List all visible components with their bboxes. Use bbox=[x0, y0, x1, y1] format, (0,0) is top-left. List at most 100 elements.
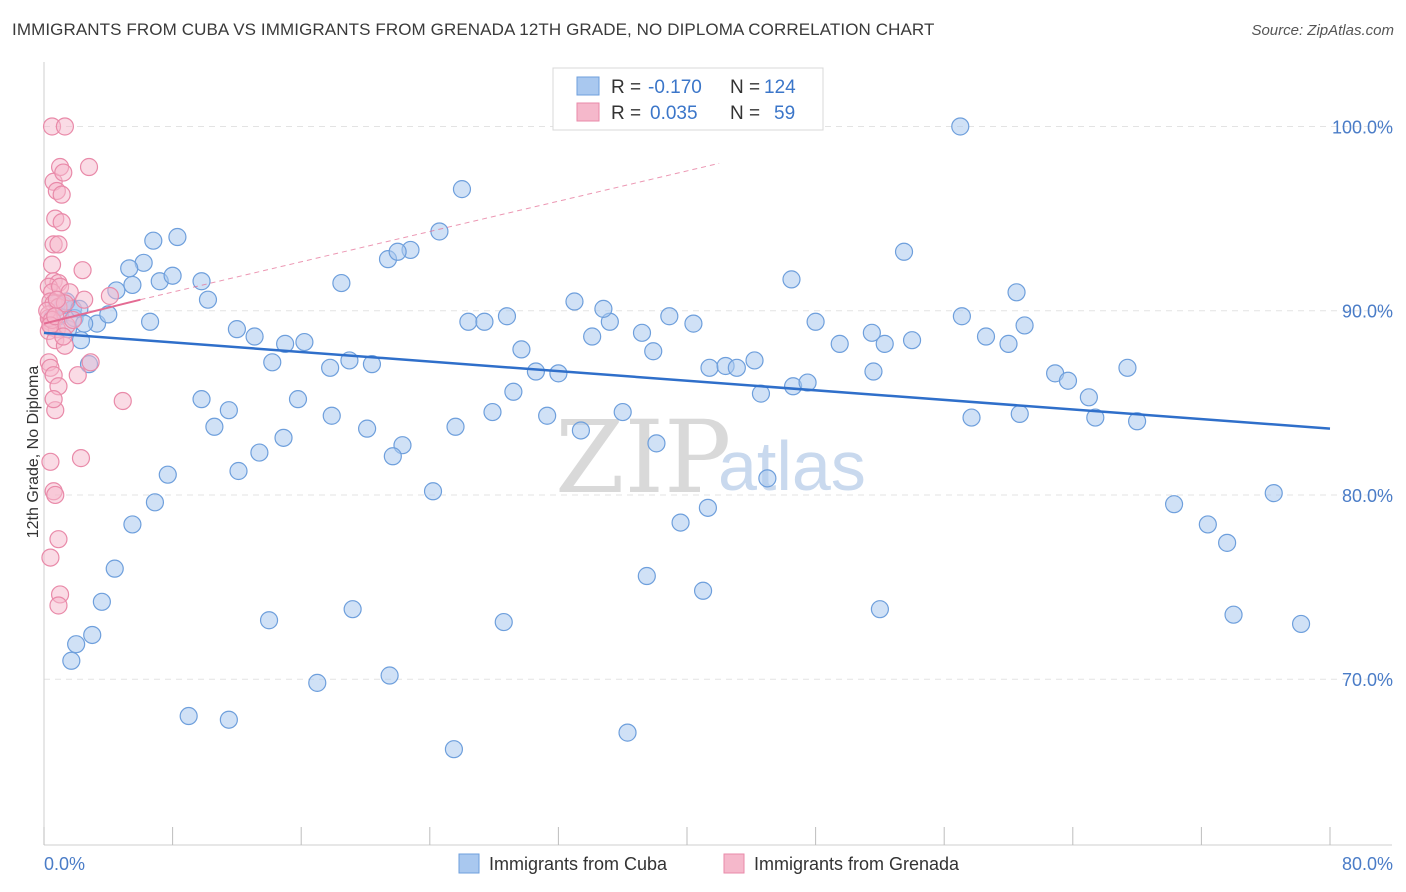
point-grenada bbox=[73, 261, 92, 280]
axes bbox=[43, 62, 1392, 846]
point-cuba bbox=[637, 566, 656, 586]
point-cuba bbox=[1007, 283, 1026, 302]
point-cuba bbox=[144, 231, 163, 250]
point-cuba bbox=[727, 358, 746, 377]
watermark: ZIP atlas bbox=[555, 399, 866, 516]
point-cuba bbox=[245, 327, 264, 346]
point-cuba bbox=[571, 421, 591, 440]
point-cuba bbox=[383, 447, 402, 466]
point-cuba bbox=[123, 515, 142, 534]
point-grenada bbox=[100, 286, 120, 306]
point-grenada bbox=[44, 390, 63, 409]
point-cuba bbox=[229, 461, 248, 481]
point-cuba bbox=[388, 242, 407, 261]
point-cuba bbox=[358, 419, 377, 438]
legend: R = -0.170 N = 124 R = 0.035 N = 59 bbox=[552, 67, 824, 131]
point-cuba bbox=[952, 307, 971, 326]
point-cuba bbox=[179, 706, 198, 726]
point-cuba bbox=[1224, 605, 1243, 624]
gridlines bbox=[44, 125, 1392, 680]
point-cuba bbox=[1218, 533, 1237, 552]
point-cuba bbox=[168, 227, 187, 247]
point-cuba bbox=[618, 723, 637, 742]
point-cuba bbox=[497, 307, 517, 326]
point-cuba bbox=[430, 222, 449, 241]
point-cuba bbox=[198, 290, 218, 309]
point-grenada bbox=[42, 255, 62, 274]
point-cuba bbox=[274, 428, 293, 447]
legend-n-label-cuba: N = bbox=[730, 77, 760, 98]
point-cuba bbox=[158, 465, 177, 484]
point-cuba bbox=[308, 673, 327, 692]
x-tick-labels: 0.0% 80.0% bbox=[44, 854, 1393, 874]
point-grenada bbox=[47, 290, 66, 309]
point-grenada bbox=[41, 548, 60, 567]
legend-n-label-grenada: N = bbox=[730, 103, 760, 124]
legend-n-value-grenada: 59 bbox=[774, 103, 795, 124]
y-tick-label: 70.0% bbox=[1342, 670, 1393, 690]
point-cuba bbox=[250, 443, 269, 462]
point-cuba bbox=[1291, 614, 1311, 634]
point-cuba bbox=[105, 559, 124, 578]
point-grenada bbox=[75, 290, 94, 309]
point-cuba bbox=[192, 272, 211, 291]
y-tick-label: 80.0% bbox=[1342, 486, 1393, 506]
y-tick-label: 100.0% bbox=[1332, 117, 1393, 137]
point-cuba bbox=[483, 402, 502, 422]
point-cuba bbox=[512, 340, 531, 359]
point-cuba bbox=[976, 327, 996, 346]
point-cuba bbox=[798, 373, 817, 392]
watermark-atlas: atlas bbox=[718, 427, 866, 505]
legend-r-value-cuba: -0.170 bbox=[648, 77, 702, 98]
point-grenada bbox=[55, 117, 74, 136]
point-cuba bbox=[288, 390, 308, 409]
point-grenada bbox=[54, 163, 73, 182]
point-grenada bbox=[41, 452, 60, 471]
point-cuba bbox=[594, 299, 613, 318]
point-cuba bbox=[140, 312, 160, 331]
point-cuba bbox=[276, 334, 295, 353]
point-cuba bbox=[145, 493, 165, 512]
point-cuba bbox=[549, 364, 568, 383]
point-cuba bbox=[227, 320, 246, 339]
point-cuba bbox=[92, 592, 111, 611]
point-cuba bbox=[120, 259, 139, 278]
point-grenada bbox=[71, 449, 91, 468]
point-grenada bbox=[49, 596, 68, 615]
point-cuba bbox=[459, 312, 478, 331]
point-cuba bbox=[693, 581, 713, 600]
point-grenada bbox=[54, 327, 73, 346]
point-cuba bbox=[322, 406, 341, 425]
y-axis-label: 12th Grade, No Diploma bbox=[25, 366, 42, 539]
point-cuba bbox=[504, 382, 523, 401]
point-grenada bbox=[79, 157, 99, 177]
point-cuba bbox=[380, 666, 399, 685]
point-cuba bbox=[644, 342, 663, 361]
point-cuba bbox=[332, 273, 351, 293]
point-cuba bbox=[259, 611, 279, 630]
point-cuba bbox=[1015, 316, 1034, 335]
point-cuba bbox=[1079, 388, 1098, 407]
point-cuba bbox=[647, 434, 666, 453]
point-cuba bbox=[538, 406, 557, 425]
point-cuba bbox=[1198, 515, 1217, 534]
point-cuba bbox=[321, 358, 340, 377]
point-cuba bbox=[62, 651, 81, 670]
legend-swatch-cuba bbox=[576, 76, 600, 96]
point-cuba bbox=[475, 312, 494, 331]
chart-title: IMMIGRANTS FROM CUBA VS IMMIGRANTS FROM … bbox=[12, 20, 935, 39]
point-cuba bbox=[1127, 412, 1147, 431]
point-cuba bbox=[1164, 495, 1184, 514]
point-cuba bbox=[583, 327, 602, 346]
point-cuba bbox=[67, 635, 86, 654]
point-grenada bbox=[68, 366, 87, 385]
x-tick-label: 0.0% bbox=[44, 854, 85, 874]
point-cuba bbox=[452, 180, 472, 199]
point-cuba bbox=[1086, 408, 1105, 427]
point-cuba bbox=[343, 600, 362, 619]
trend-line-grenada bbox=[43, 298, 141, 325]
series-grenada bbox=[38, 117, 132, 615]
point-cuba bbox=[565, 292, 584, 311]
point-cuba bbox=[671, 513, 690, 532]
point-cuba bbox=[782, 270, 801, 289]
